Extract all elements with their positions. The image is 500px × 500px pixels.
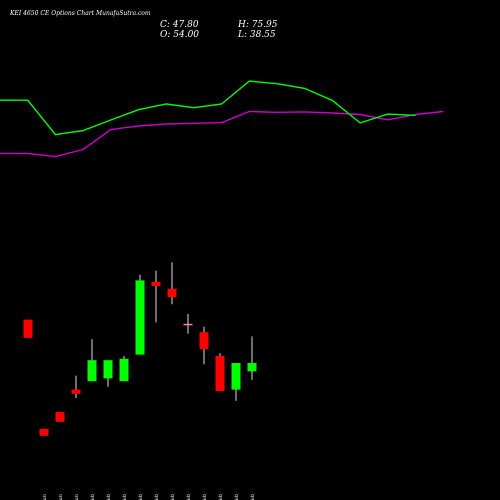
candle-body [55,412,65,422]
candle [135,274,145,355]
x-tick-label: 06 Feb [122,494,128,500]
candle [71,375,81,398]
fast-average-line [0,80,416,136]
x-tick-label: 29 Jan [42,494,48,500]
x-tick-label: 10 Feb [154,494,160,500]
candle-body [247,363,257,372]
candle [87,339,97,382]
candle [151,270,161,323]
candle [39,428,49,436]
low-value: L: 38.55 [238,30,276,40]
x-tick-label: 16 Feb [218,494,224,500]
close-value: C: 47.80 [160,20,199,30]
candle [23,319,33,338]
candle-body [39,428,49,436]
x-tick-label: 30 Jan [74,494,80,500]
candle [199,326,209,365]
candle [247,336,257,380]
candle-body [183,323,193,326]
x-tick-label: 13 Feb [202,494,208,500]
candle-body [71,389,81,394]
candle [119,356,129,382]
slow-average-line [0,110,444,158]
chart-title: KEI 4650 CE Options Chart MunafaSutra.co… [10,10,151,17]
candle-body [199,332,209,349]
candle-body [23,319,33,338]
candle [183,314,193,334]
x-tick-label: 09 Feb [138,494,144,500]
candles-group [23,262,257,436]
candle [231,363,241,401]
x-tick-label: 18 Feb [250,494,256,500]
moving-average-lines [0,80,444,158]
x-tick-label: 12 Feb [186,494,192,500]
candle-body [151,281,161,286]
x-axis-labels: 29 Jan 29 Jan 30 Jan 04 Feb 05 Feb 06 Feb 09 F… [42,494,256,500]
candle [167,262,177,305]
x-tick-label: 11 Feb [170,494,176,500]
high-value: H: 75.95 [238,20,278,30]
candle-body [119,358,129,382]
candle-body [215,356,225,391]
x-tick-label: 29 Jan [58,494,64,500]
candle-body [87,360,97,382]
candle [215,353,225,391]
candle [55,412,65,422]
candle-body [135,280,145,355]
x-tick-label: 05 Feb [106,494,112,500]
candle [103,360,113,387]
x-tick-label: 17 Feb [234,494,240,500]
candle-body [167,288,177,298]
open-value: O: 54.00 [160,30,200,40]
candle-body [231,363,241,390]
x-tick-label: 04 Feb [90,494,96,500]
candle-body [103,360,113,379]
